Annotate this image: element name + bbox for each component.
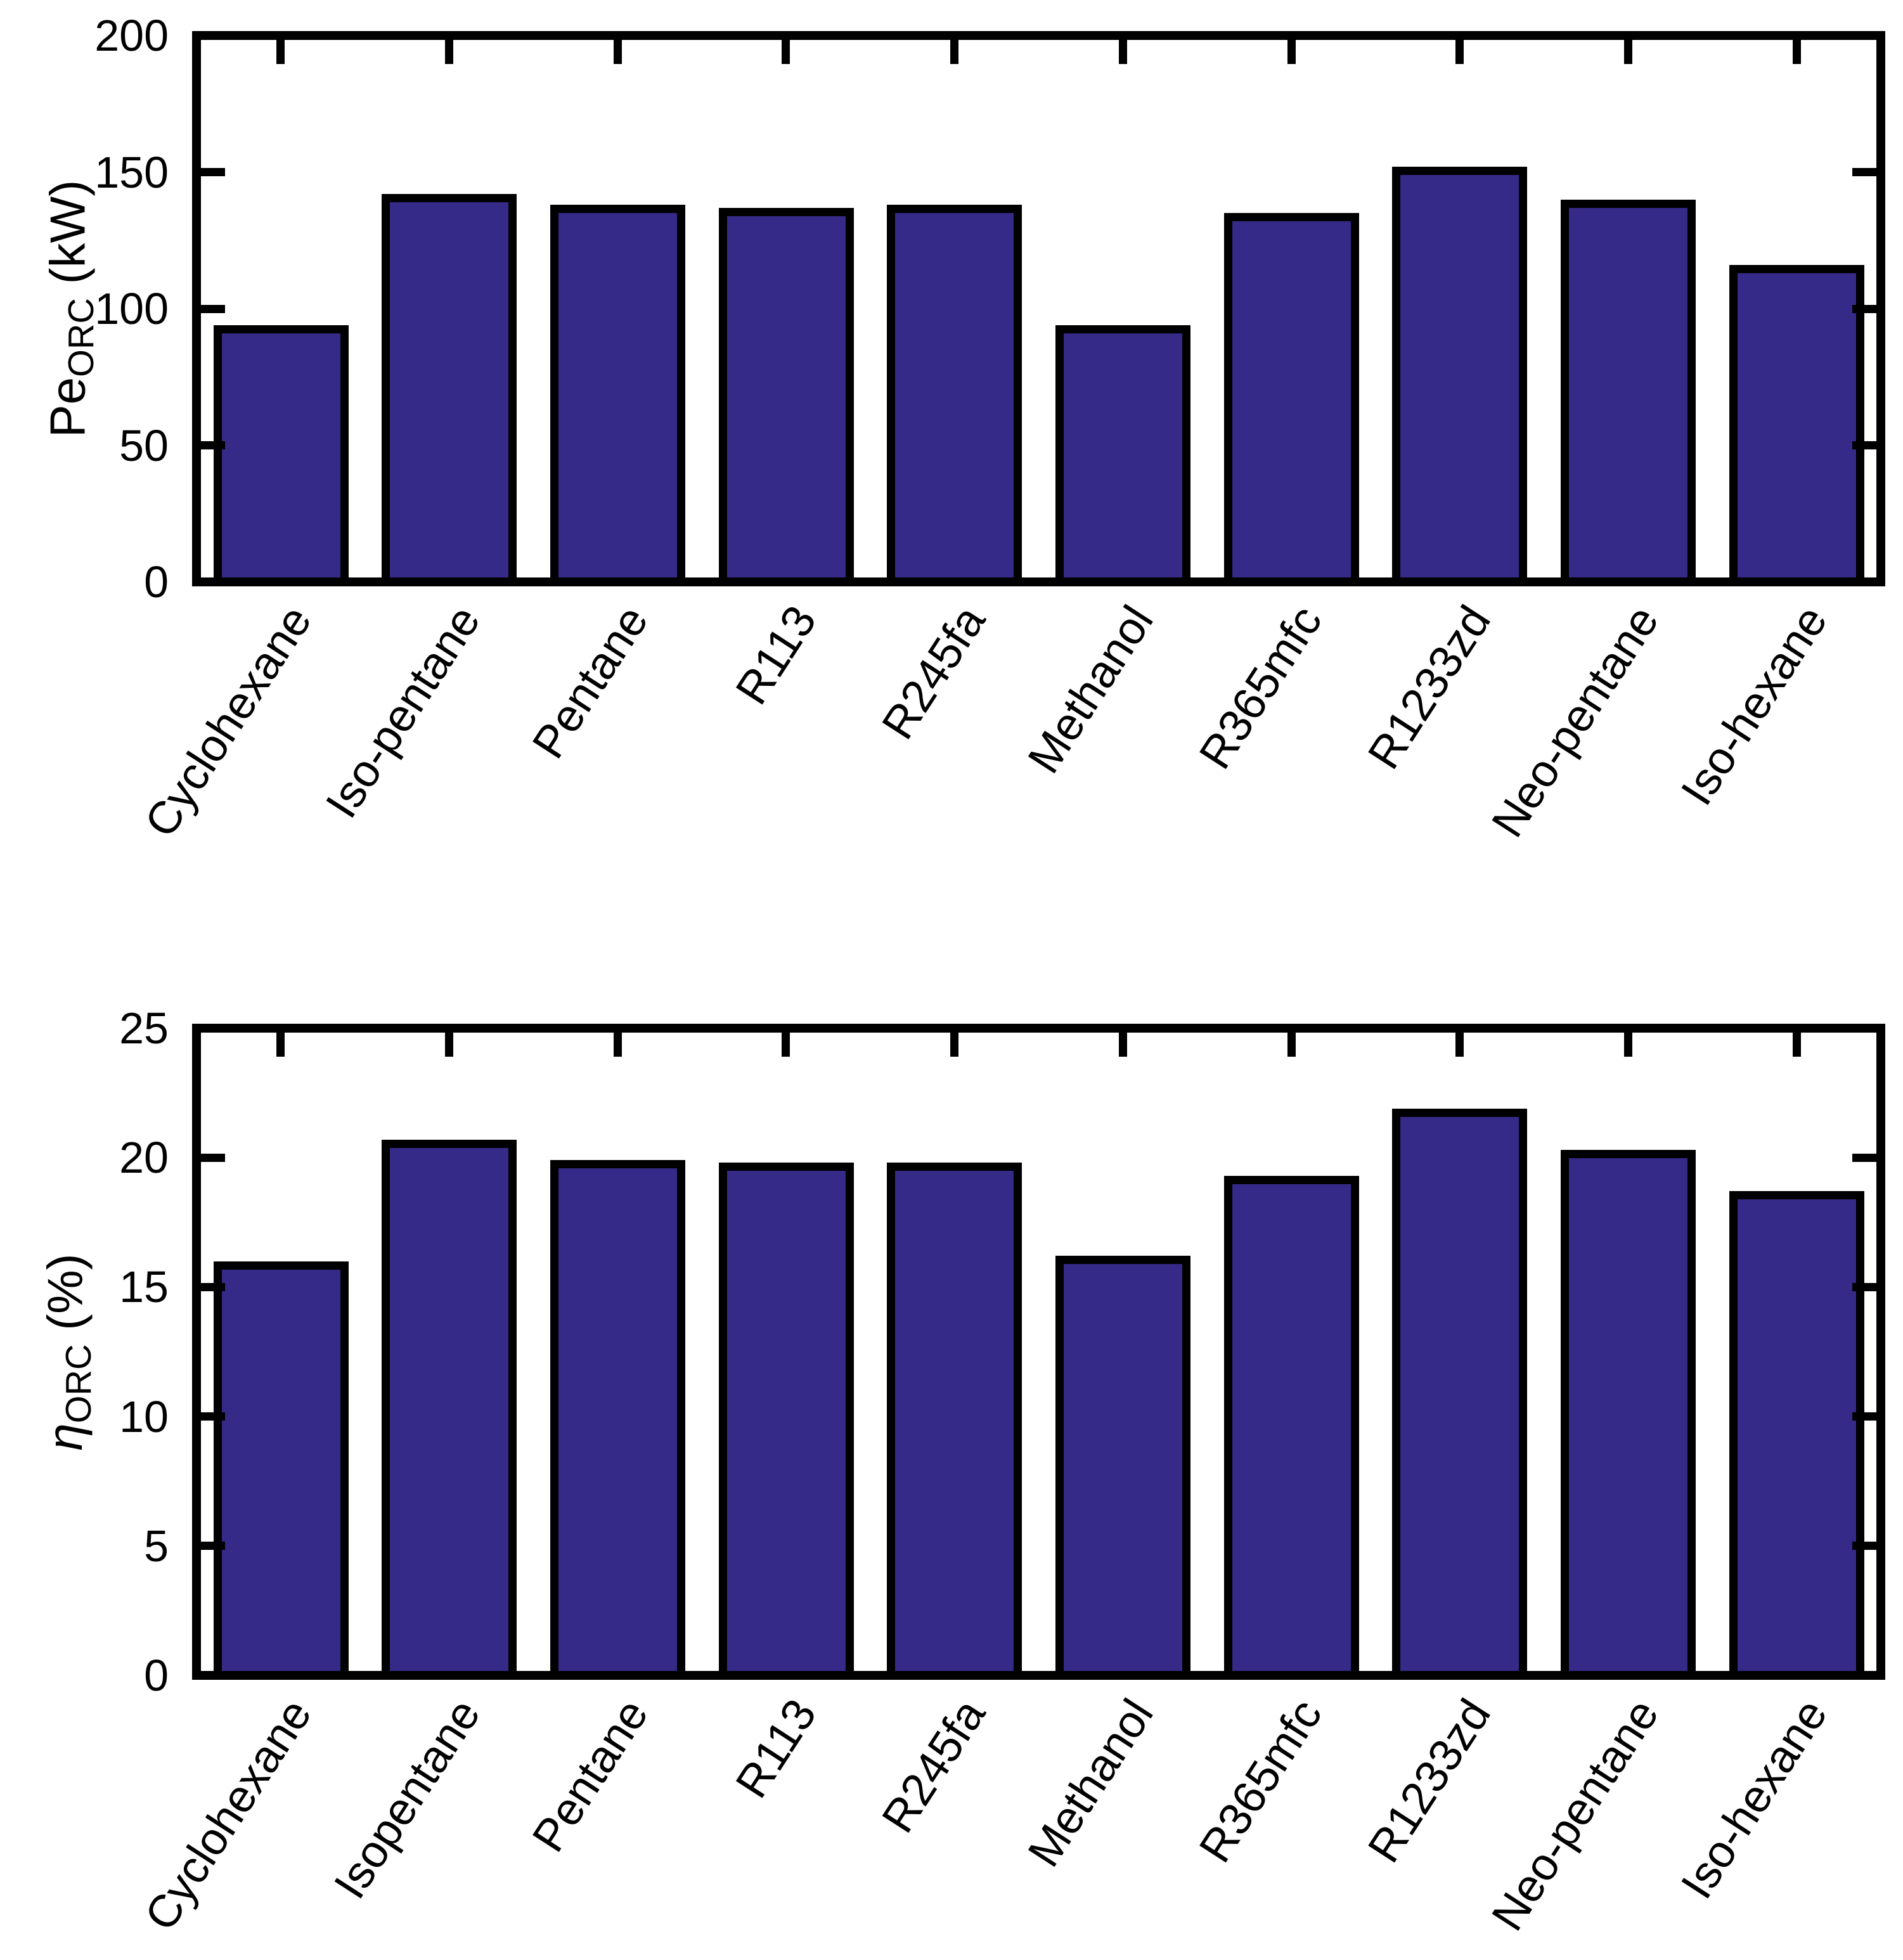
bar-neo-pentane [1561,200,1696,586]
x-tick-top [1793,40,1801,64]
bar-r245fa [887,205,1022,586]
x-tick-top [1119,40,1127,64]
y-tick-right [1852,441,1876,449]
x-tick-top [950,40,958,64]
x-tick-top [782,1033,790,1057]
x-tick-top [1624,40,1632,64]
y-tick-left [201,441,225,449]
x-tick-label: R245fa [872,1690,995,1842]
x-tick-top [445,1033,453,1057]
x-tick-top [1287,40,1296,64]
y-tick-right [1852,1412,1876,1421]
y-axis-label-subscript: ORC [61,298,101,377]
y-axis-label-unit: (%) [37,1253,93,1344]
y-tick-label: 0 [144,1651,169,1700]
bar-pentane [550,205,685,586]
y-axis-label-subscript: ORC [58,1344,99,1424]
x-tick-label: Cyclohexane [134,1690,321,1940]
bar-cyclohexane [214,325,349,586]
bar-methanol [1055,1256,1190,1680]
y-tick-label: 25 [119,1003,169,1053]
y-tick-left [201,1412,225,1421]
x-tick-top [1793,1033,1801,1057]
y-axis-label-main: Pe [39,377,96,438]
y-tick-label: 5 [144,1521,169,1571]
x-tick-label: R113 [726,1690,827,1807]
x-tick-top [782,40,790,64]
x-tick-top [445,40,453,64]
x-tick-top [1455,40,1464,64]
y-tick-label: 50 [119,421,169,470]
y-tick-left [201,305,225,313]
bar-methanol [1055,325,1190,586]
x-tick-label: Methanol [1018,1690,1163,1876]
y-tick-label: 15 [119,1262,169,1312]
bar-r1233zd [1392,1109,1527,1680]
y-axis-label-main: η [37,1423,93,1451]
bar-neo-pentane [1561,1150,1696,1680]
y-tick-label: 200 [94,11,169,60]
y-axis-label-unit: (kW) [39,179,96,299]
x-tick-top [276,40,285,64]
y-tick-label: 100 [94,284,169,333]
bar-r113 [719,208,854,586]
bar-isopentane [382,1140,517,1680]
y-axis-label: ηORC (%) [37,1253,99,1450]
bar-r1233zd [1392,167,1527,586]
x-tick-label: Neo-pentane [1481,1690,1668,1940]
x-tick-label: Iso-hexane [1671,1690,1837,1908]
y-tick-right [1852,1154,1876,1162]
x-tick-label: Isopentane [324,1690,490,1908]
bar-cyclohexane [214,1261,349,1680]
x-tick-top [614,1033,622,1057]
y-tick-left [201,1283,225,1291]
bar-iso-hexane [1729,1191,1864,1680]
y-tick-left [201,1542,225,1550]
x-tick-label: Pentane [522,1690,658,1861]
y-tick-right [1852,1283,1876,1291]
y-tick-label: 20 [119,1133,169,1182]
bar-pentane [550,1160,685,1680]
x-tick-top [1624,1033,1632,1057]
y-tick-right [1852,1542,1876,1550]
y-tick-label: 150 [94,148,169,197]
x-tick-top [276,1033,285,1057]
x-tick-top [1287,1033,1296,1057]
y-axis-label: PeORC (kW) [39,179,101,438]
y-tick-label: 0 [144,557,169,607]
y-tick-left [201,168,225,176]
bar-r113 [719,1163,854,1680]
x-tick-top [1455,1033,1464,1057]
y-tick-right [1852,305,1876,313]
x-tick-top [1119,1033,1127,1057]
y-tick-left [201,1154,225,1162]
bar-r365mfc [1224,213,1359,586]
x-tick-top [950,1033,958,1057]
y-tick-label: 10 [119,1392,169,1441]
x-tick-label: R365mfc [1189,1690,1332,1872]
bar-r365mfc [1224,1176,1359,1680]
x-tick-top [614,40,622,64]
y-tick-right [1852,168,1876,176]
bar-iso-hexane [1729,265,1864,586]
x-tick-label: R1233zd [1358,1690,1500,1872]
bar-iso-pentane [382,194,517,586]
bar-r245fa [887,1163,1022,1680]
